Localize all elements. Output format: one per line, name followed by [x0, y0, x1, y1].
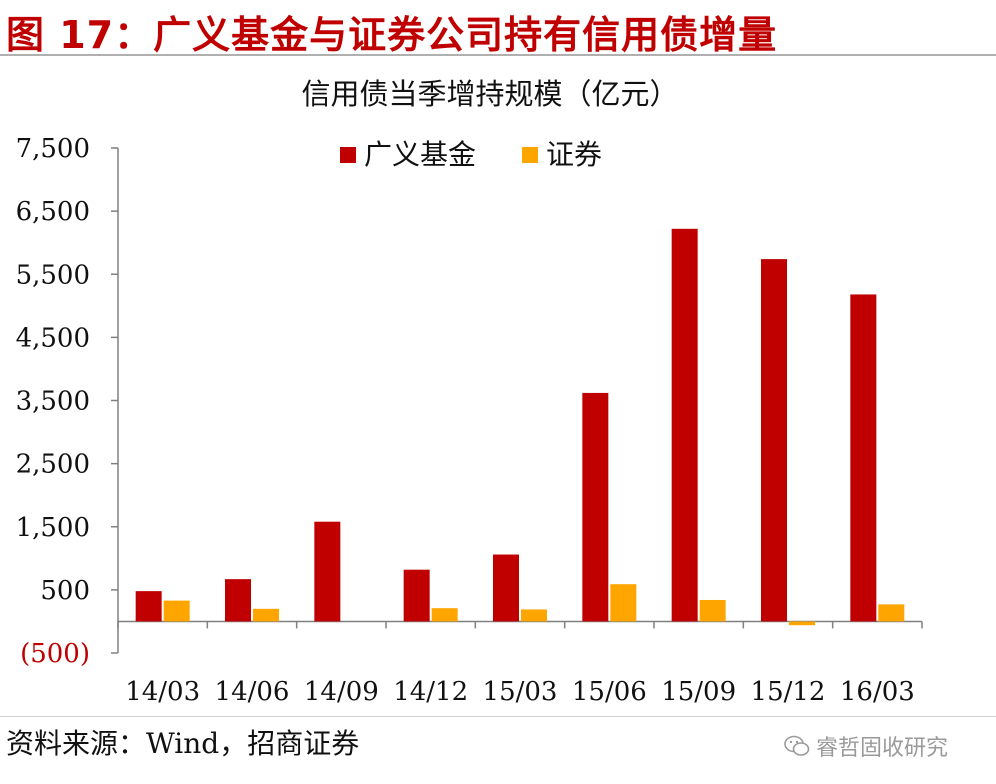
footer-divider [0, 716, 996, 717]
bar-securities [699, 599, 726, 622]
bar-fund [314, 521, 341, 622]
x-tick-label: 15/03 [483, 677, 558, 707]
bar-fund [225, 579, 251, 622]
y-tick-label: 7,500 [16, 134, 90, 164]
bar-securities [521, 609, 547, 622]
bar-fund [850, 294, 877, 622]
bar-securities [163, 600, 190, 622]
bar-securities [789, 621, 815, 626]
x-tick-label: 14/06 [215, 677, 290, 707]
x-tick-label: 14/03 [125, 677, 200, 707]
legend-securities-label: 证券 [546, 138, 602, 171]
legend: 广义基金 证券 [340, 138, 602, 171]
y-tick-label: 6,500 [16, 197, 90, 227]
bar-fund [403, 569, 430, 622]
x-tick-label: 15/12 [751, 677, 826, 707]
bar-securities [610, 584, 637, 622]
wechat-icon [784, 735, 810, 756]
source-note: 资料来源：Wind，招商证券 [6, 727, 360, 760]
figure-title: 图 17：广义基金与证券公司持有信用债增量 [6, 13, 778, 57]
x-tick-label: 14/09 [304, 677, 379, 707]
bar-fund [493, 554, 519, 622]
y-tick-label: 1,500 [16, 513, 90, 543]
bar-securities [431, 608, 458, 622]
x-tick-label: 15/09 [661, 677, 736, 707]
y-tick-label: (500) [20, 639, 90, 669]
bar-securities [878, 604, 905, 622]
bars [135, 228, 905, 626]
x-tick-label: 15/06 [572, 677, 647, 707]
bar-fund [761, 259, 787, 622]
y-tick-label: 5,500 [16, 260, 90, 290]
y-tick-label: 500 [40, 576, 90, 606]
bar-fund [671, 228, 698, 622]
legend-fund-swatch [340, 147, 356, 163]
y-tick-label: 2,500 [16, 450, 90, 480]
bar-securities [253, 608, 279, 622]
x-tick-label: 14/12 [393, 677, 468, 707]
watermark-text: 睿哲固收研究 [816, 736, 949, 761]
x-axis: 14/03 14/06 14/09 14/12 15/03 15/06 15/09 15/12… [117, 620, 923, 707]
y-tick-label: 4,500 [16, 323, 90, 353]
x-tick-label: 16/03 [840, 677, 915, 707]
watermark: 睿哲固收研究 [784, 730, 948, 762]
chart-title: 信用债当季增持规模（亿元） [301, 77, 678, 111]
bar-fund [582, 392, 609, 622]
title-divider [0, 54, 996, 56]
y-tick-label: 3,500 [16, 387, 90, 417]
legend-securities-swatch [522, 147, 538, 163]
legend-fund-label: 广义基金 [364, 138, 476, 171]
bar-chart: 信用债当季增持规模（亿元） 广义基金 证券 7,500 6,500 5,500 4,50… [16, 77, 923, 707]
y-axis: 7,500 6,500 5,500 4,500 3,500 2,500 1,500 500 (5… [16, 134, 119, 669]
bar-fund [135, 591, 162, 622]
